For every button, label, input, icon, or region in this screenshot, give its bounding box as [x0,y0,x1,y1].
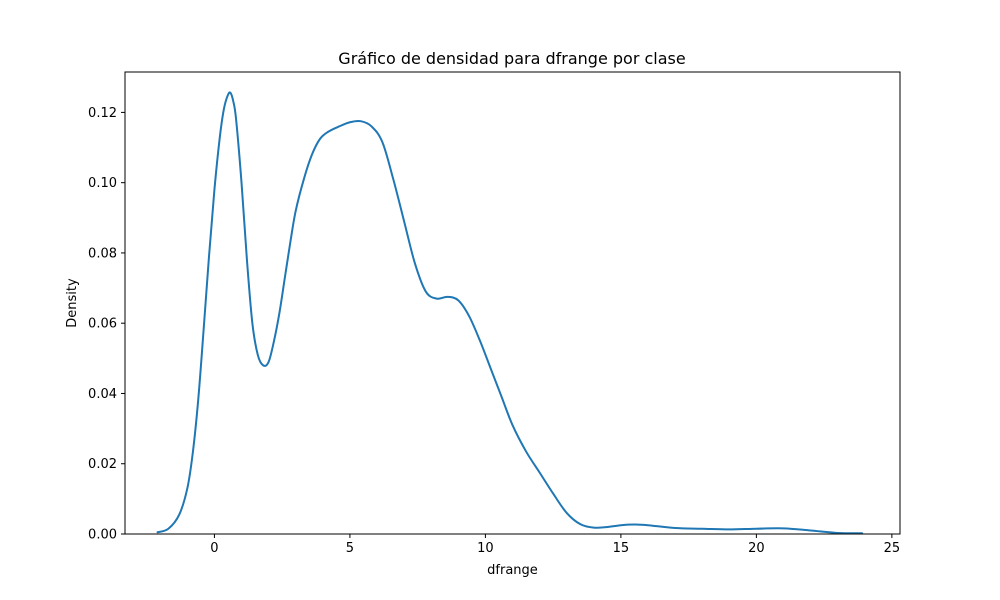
y-tick-label: 0.08 [88,246,117,261]
x-axis-ticks: 0 5 10 15 20 25 [210,534,900,556]
y-axis-label: Density [65,278,80,328]
x-tick-label: 20 [748,541,765,556]
y-tick-label: 0.12 [88,106,117,121]
y-tick-label: 0.10 [88,176,117,191]
x-axis-label: dfrange [487,563,538,578]
x-tick-label: 25 [884,541,901,556]
density-curve [156,91,864,535]
x-tick-label: 0 [210,541,218,556]
y-tick-label: 0.06 [88,317,117,332]
plot-area [156,91,864,535]
axes-frame [124,71,901,535]
y-tick-label: 0.04 [88,387,117,402]
chart-title: Gráfico de densidad para dfrange por cla… [338,49,685,68]
y-tick-label: 0.00 [88,528,117,543]
x-tick-label: 10 [477,541,494,556]
y-axis-ticks: 0.00 0.02 0.04 0.06 0.08 0.10 0.12 [88,106,125,543]
x-tick-label: 5 [346,541,354,556]
x-tick-label: 15 [613,541,630,556]
y-tick-label: 0.02 [88,457,117,472]
